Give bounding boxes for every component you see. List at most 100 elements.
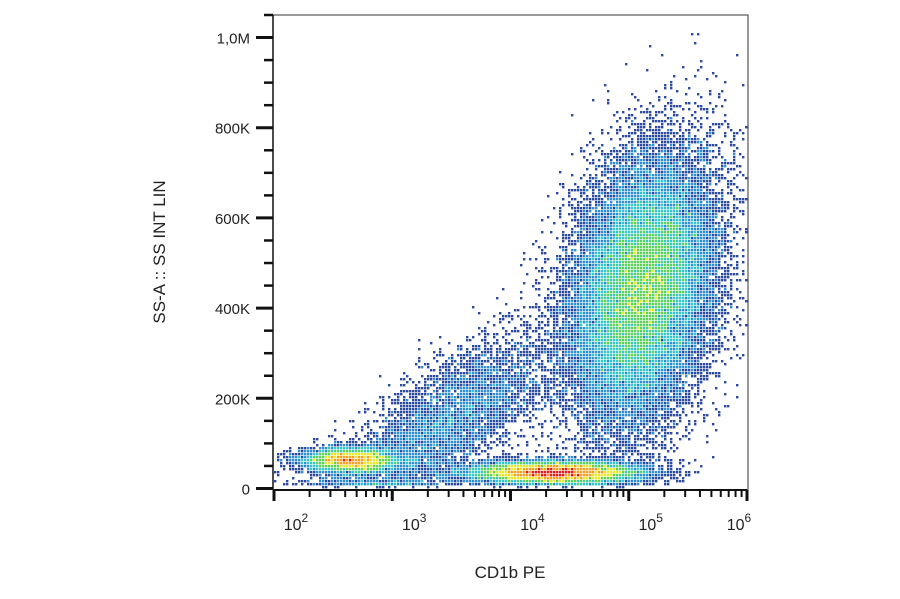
density-cell bbox=[700, 336, 703, 339]
density-cell bbox=[685, 327, 688, 330]
density-cell bbox=[616, 318, 619, 321]
density-cell bbox=[580, 333, 583, 336]
density-cell bbox=[583, 345, 586, 348]
density-cell bbox=[496, 366, 499, 369]
density-cell bbox=[652, 348, 655, 351]
density-cell bbox=[541, 252, 544, 255]
density-cell bbox=[700, 315, 703, 318]
density-cell bbox=[685, 273, 688, 276]
density-cell bbox=[637, 318, 640, 321]
density-cell bbox=[637, 216, 640, 219]
density-cell bbox=[595, 282, 598, 285]
density-cell bbox=[715, 249, 718, 252]
density-cell bbox=[601, 309, 604, 312]
density-cell bbox=[679, 312, 682, 315]
density-cell bbox=[577, 375, 580, 378]
density-cell bbox=[628, 243, 631, 246]
density-cell bbox=[706, 192, 709, 195]
density-cell bbox=[658, 222, 661, 225]
density-cell bbox=[547, 351, 550, 354]
density-cell bbox=[634, 318, 637, 321]
density-cell bbox=[652, 132, 655, 135]
density-cell bbox=[622, 189, 625, 192]
density-cell bbox=[670, 213, 673, 216]
density-cell bbox=[637, 252, 640, 255]
density-cell bbox=[655, 372, 658, 375]
density-cell bbox=[598, 378, 601, 381]
density-cell bbox=[664, 189, 667, 192]
density-cell bbox=[649, 171, 652, 174]
density-cell bbox=[556, 333, 559, 336]
density-cell bbox=[574, 381, 577, 384]
density-cell bbox=[703, 318, 706, 321]
density-cell bbox=[688, 270, 691, 273]
density-cell bbox=[667, 132, 670, 135]
density-cell bbox=[622, 375, 625, 378]
density-cell bbox=[673, 240, 676, 243]
density-cell bbox=[556, 279, 559, 282]
density-cell bbox=[646, 69, 649, 72]
density-cell bbox=[634, 156, 637, 159]
density-cell bbox=[583, 189, 586, 192]
density-cell bbox=[673, 222, 676, 225]
density-cell bbox=[562, 204, 565, 207]
density-cell bbox=[478, 357, 481, 360]
density-cell bbox=[736, 267, 739, 270]
density-cell bbox=[439, 369, 442, 372]
density-cell bbox=[625, 300, 628, 303]
density-cell bbox=[664, 336, 667, 339]
density-cell bbox=[667, 192, 670, 195]
density-cell bbox=[622, 345, 625, 348]
density-cell bbox=[580, 354, 583, 357]
density-cell bbox=[736, 306, 739, 309]
density-cell bbox=[649, 363, 652, 366]
density-cell bbox=[670, 342, 673, 345]
density-cell bbox=[610, 300, 613, 303]
density-cell bbox=[721, 228, 724, 231]
density-cell bbox=[616, 279, 619, 282]
density-cell bbox=[661, 369, 664, 372]
density-cell bbox=[661, 237, 664, 240]
density-cell bbox=[664, 219, 667, 222]
density-cell bbox=[562, 279, 565, 282]
density-cell bbox=[667, 168, 670, 171]
density-cell bbox=[631, 240, 634, 243]
density-cell bbox=[598, 246, 601, 249]
density-cell bbox=[688, 360, 691, 363]
density-cell bbox=[628, 360, 631, 363]
density-cell bbox=[691, 297, 694, 300]
density-cell bbox=[688, 216, 691, 219]
density-cell bbox=[661, 267, 664, 270]
density-cell bbox=[706, 282, 709, 285]
density-cell bbox=[688, 156, 691, 159]
density-cell bbox=[646, 141, 649, 144]
density-cell bbox=[700, 219, 703, 222]
density-cell bbox=[685, 159, 688, 162]
density-cell bbox=[649, 285, 652, 288]
density-cell bbox=[709, 303, 712, 306]
density-cell bbox=[715, 300, 718, 303]
density-cell bbox=[649, 129, 652, 132]
density-cell bbox=[685, 231, 688, 234]
density-cell bbox=[538, 327, 541, 330]
density-cell bbox=[646, 351, 649, 354]
density-cell bbox=[697, 333, 700, 336]
density-cell bbox=[682, 195, 685, 198]
density-cell bbox=[496, 378, 499, 381]
density-cell bbox=[679, 297, 682, 300]
density-cell bbox=[709, 285, 712, 288]
density-cell bbox=[676, 345, 679, 348]
density-cell bbox=[625, 327, 628, 330]
density-cell bbox=[709, 291, 712, 294]
density-cell bbox=[607, 330, 610, 333]
density-cell bbox=[661, 327, 664, 330]
density-cell bbox=[682, 315, 685, 318]
density-cell bbox=[643, 339, 646, 342]
density-cell bbox=[733, 231, 736, 234]
density-cell bbox=[703, 366, 706, 369]
density-cell bbox=[607, 234, 610, 237]
density-cell bbox=[694, 240, 697, 243]
density-cell bbox=[691, 114, 694, 117]
density-cell bbox=[712, 123, 715, 126]
density-cell bbox=[619, 312, 622, 315]
